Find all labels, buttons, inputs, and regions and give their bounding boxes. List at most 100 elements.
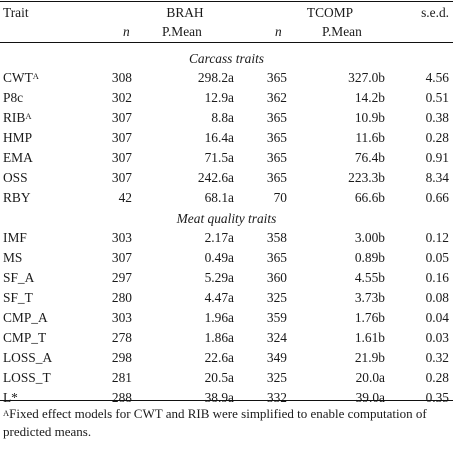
trait-name: RIB bbox=[3, 110, 26, 125]
header-trait: Trait bbox=[3, 5, 29, 20]
sed-cell: 4.56 bbox=[425, 70, 449, 85]
n2-cell: 365 bbox=[266, 110, 287, 125]
trait-cell: IMF bbox=[3, 230, 27, 246]
trait-cell: LOSS_A bbox=[3, 350, 52, 366]
m2-cell: 11.6b bbox=[355, 130, 385, 145]
trait-name: IMF bbox=[3, 230, 27, 245]
sed-cell: 0.04 bbox=[425, 310, 449, 325]
m2-cell: 327.0b bbox=[348, 70, 385, 85]
n1-cell: 303 bbox=[111, 310, 132, 325]
sed-cell: 0.28 bbox=[425, 370, 449, 385]
n1-cell: 307 bbox=[111, 250, 132, 265]
m2-cell: 14.2b bbox=[354, 90, 385, 105]
trait-name: P8c bbox=[3, 90, 24, 105]
m2-cell: 0.89b bbox=[354, 250, 385, 265]
m1-cell: 22.6a bbox=[204, 350, 234, 365]
sed-cell: 8.34 bbox=[425, 170, 449, 185]
m2-cell: 20.0a bbox=[355, 370, 385, 385]
sed-cell: 0.35 bbox=[425, 390, 449, 405]
m1-cell: 1.96a bbox=[204, 310, 234, 325]
trait-cell: LOSS_T bbox=[3, 370, 51, 386]
m1-cell: 1.86a bbox=[204, 330, 234, 345]
m2-cell: 3.73b bbox=[354, 290, 385, 305]
m2-cell: 4.55b bbox=[354, 270, 385, 285]
n1-cell: 280 bbox=[111, 290, 132, 305]
n2-cell: 360 bbox=[266, 270, 287, 285]
m1-cell: 16.4a bbox=[204, 130, 234, 145]
m1-cell: 242.6a bbox=[197, 170, 234, 185]
trait-cell: P8c bbox=[3, 90, 23, 106]
trait-cell: RIBA bbox=[3, 110, 31, 126]
sed-cell: 0.32 bbox=[425, 350, 449, 365]
trait-name: LOSS_T bbox=[3, 370, 51, 385]
n1-cell: 298 bbox=[111, 350, 132, 365]
footnote-text: Fixed effect models for CWT and RIB were… bbox=[3, 406, 427, 439]
sed-cell: 0.28 bbox=[425, 130, 449, 145]
header-pmean-brah: P.Mean bbox=[162, 24, 202, 39]
trait-cell: RBY bbox=[3, 190, 31, 206]
trait-cell: MS bbox=[3, 250, 22, 266]
m1-cell: 5.29a bbox=[204, 270, 234, 285]
top-rule bbox=[0, 1, 453, 2]
footnote-marker: A bbox=[3, 408, 10, 418]
m1-cell: 38.9a bbox=[204, 390, 234, 405]
sed-cell: 0.08 bbox=[425, 290, 449, 305]
m1-cell: 20.5a bbox=[204, 370, 234, 385]
sed-cell: 0.03 bbox=[425, 330, 449, 345]
n2-cell: 325 bbox=[266, 290, 287, 305]
n1-cell: 303 bbox=[111, 230, 132, 245]
trait-footnote-marker: A bbox=[32, 71, 39, 81]
trait-cell: EMA bbox=[3, 150, 33, 166]
n2-cell: 365 bbox=[266, 170, 287, 185]
n2-cell: 324 bbox=[266, 330, 287, 345]
trait-name: HMP bbox=[3, 130, 33, 145]
trait-name: CWT bbox=[3, 70, 33, 85]
m1-cell: 0.49a bbox=[204, 250, 234, 265]
m2-cell: 223.3b bbox=[348, 170, 385, 185]
trait-name: MS bbox=[3, 250, 23, 265]
trait-cell: HMP bbox=[3, 130, 32, 146]
m2-cell: 1.61b bbox=[354, 330, 385, 345]
trait-cell: CMP_T bbox=[3, 330, 46, 346]
trait-cell: CWTA bbox=[3, 70, 39, 86]
m2-cell: 39.0a bbox=[355, 390, 385, 405]
n1-cell: 302 bbox=[111, 90, 132, 105]
n2-cell: 365 bbox=[266, 250, 287, 265]
m1-cell: 12.9a bbox=[204, 90, 234, 105]
n1-cell: 307 bbox=[111, 130, 132, 145]
n2-cell: 325 bbox=[266, 370, 287, 385]
trait-name: RBY bbox=[3, 190, 31, 205]
header-brah: BRAH bbox=[166, 5, 204, 20]
n2-cell: 349 bbox=[266, 350, 287, 365]
n2-cell: 332 bbox=[266, 390, 287, 405]
n1-cell: 281 bbox=[111, 370, 132, 385]
m1-cell: 8.8a bbox=[211, 110, 234, 125]
n1-cell: 307 bbox=[111, 150, 132, 165]
header-tcomp: TCOMP bbox=[306, 5, 354, 20]
trait-name: OSS bbox=[3, 170, 28, 185]
trait-name: SF_T bbox=[3, 290, 33, 305]
n2-cell: 365 bbox=[266, 130, 287, 145]
trait-name: CMP_A bbox=[3, 310, 48, 325]
n1-cell: 288 bbox=[111, 390, 132, 405]
n2-cell: 70 bbox=[273, 190, 287, 205]
n2-cell: 365 bbox=[266, 150, 287, 165]
trait-cell: SF_A bbox=[3, 270, 34, 286]
n2-cell: 362 bbox=[266, 90, 287, 105]
m2-cell: 10.9b bbox=[354, 110, 385, 125]
trait-cell: L* bbox=[3, 390, 18, 406]
header-n-tcomp: n bbox=[275, 24, 282, 39]
sed-cell: 0.16 bbox=[425, 270, 449, 285]
n1-cell: 42 bbox=[118, 190, 132, 205]
m2-cell: 1.76b bbox=[354, 310, 385, 325]
trait-cell: CMP_A bbox=[3, 310, 48, 326]
header-sed: s.e.d. bbox=[421, 5, 449, 20]
section-title: Carcass traits bbox=[188, 51, 265, 66]
m1-cell: 4.47a bbox=[204, 290, 234, 305]
trait-name: SF_A bbox=[3, 270, 35, 285]
n2-cell: 358 bbox=[266, 230, 287, 245]
sed-cell: 0.05 bbox=[425, 250, 449, 265]
trait-cell: SF_T bbox=[3, 290, 33, 306]
m1-cell: 68.1a bbox=[204, 190, 234, 205]
n2-cell: 359 bbox=[266, 310, 287, 325]
